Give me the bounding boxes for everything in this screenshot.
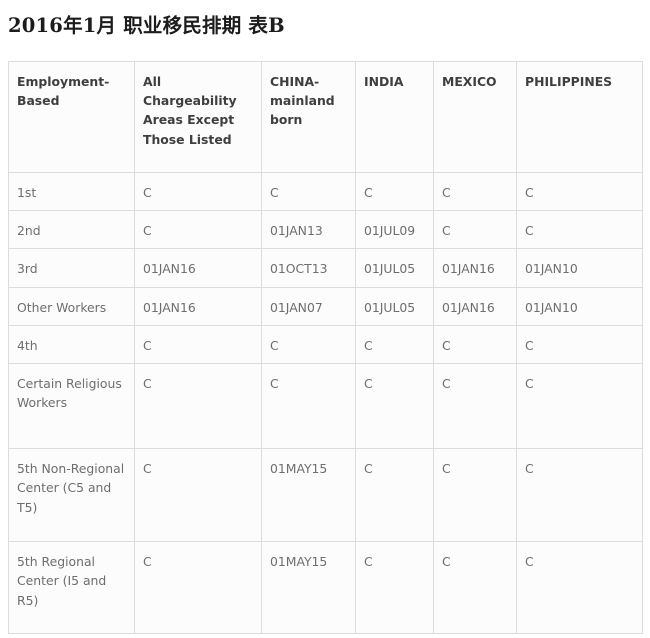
cell-philippines: 01JAN10 bbox=[516, 248, 643, 288]
column-header-philippines: PHILIPPINES bbox=[516, 61, 643, 173]
table-row: 5th Regional Center (I5 and R5) C 01MAY1… bbox=[8, 541, 643, 635]
cell-philippines: C bbox=[516, 210, 643, 250]
table-row: 4th C C C C C bbox=[8, 324, 643, 365]
cell-philippines: C bbox=[516, 363, 643, 450]
cell-philippines: 01JAN10 bbox=[516, 286, 643, 326]
cell-china: C bbox=[261, 324, 356, 365]
cell-all-areas: C bbox=[134, 363, 262, 450]
cell-india: 01JUL05 bbox=[355, 248, 434, 288]
column-header-india: INDIA bbox=[355, 61, 434, 173]
cell-india: C bbox=[355, 448, 434, 543]
cell-mexico: 01JAN16 bbox=[433, 248, 517, 288]
table-header-row: Employment-Based All Chargeability Areas… bbox=[8, 61, 643, 173]
table-row: 1st C C C C C bbox=[8, 171, 643, 212]
row-category: 3rd bbox=[8, 248, 135, 288]
column-header-all-chargeability-areas: All Chargeability Areas Except Those Lis… bbox=[134, 61, 262, 173]
table-row: 5th Non-Regional Center (C5 and T5) C 01… bbox=[8, 448, 643, 543]
column-header-china-mainland-born: CHINA-mainland born bbox=[261, 61, 356, 173]
table-row: Other Workers 01JAN16 01JAN07 01JUL05 01… bbox=[8, 286, 643, 326]
cell-mexico: C bbox=[433, 210, 517, 250]
table-row: 3rd 01JAN16 01OCT13 01JUL05 01JAN16 01JA… bbox=[8, 248, 643, 288]
cell-philippines: C bbox=[516, 541, 643, 635]
page-title: 2016年1月 职业移民排期 表B bbox=[8, 14, 285, 37]
row-category: Other Workers bbox=[8, 286, 135, 326]
cell-china: 01MAY15 bbox=[261, 541, 356, 635]
cell-china: 01JAN07 bbox=[261, 286, 356, 326]
cell-china: 01OCT13 bbox=[261, 248, 356, 288]
row-category: 4th bbox=[8, 324, 135, 365]
row-category: 5th Regional Center (I5 and R5) bbox=[8, 541, 135, 635]
row-category: 2nd bbox=[8, 210, 135, 250]
cell-mexico: C bbox=[433, 171, 517, 212]
cell-india: C bbox=[355, 541, 434, 635]
row-category: Certain Religious Workers bbox=[8, 363, 135, 450]
column-header-employment-based: Employment-Based bbox=[8, 61, 135, 173]
cell-all-areas: 01JAN16 bbox=[134, 248, 262, 288]
cell-all-areas: C bbox=[134, 324, 262, 365]
cell-china: C bbox=[261, 171, 356, 212]
cell-china: 01JAN13 bbox=[261, 210, 356, 250]
cell-mexico: C bbox=[433, 541, 517, 635]
cell-all-areas: C bbox=[134, 171, 262, 212]
table-row: 2nd C 01JAN13 01JUL09 C C bbox=[8, 210, 643, 250]
cell-mexico: 01JAN16 bbox=[433, 286, 517, 326]
cell-all-areas: C bbox=[134, 541, 262, 635]
cell-india: 01JUL09 bbox=[355, 210, 434, 250]
cell-india: C bbox=[355, 324, 434, 365]
cell-all-areas: C bbox=[134, 448, 262, 543]
cell-all-areas: C bbox=[134, 210, 262, 250]
cell-mexico: C bbox=[433, 448, 517, 543]
visa-bulletin-table: Employment-Based All Chargeability Areas… bbox=[8, 61, 643, 635]
visa-bulletin-table-container: Employment-Based All Chargeability Areas… bbox=[8, 61, 643, 635]
row-category: 5th Non-Regional Center (C5 and T5) bbox=[8, 448, 135, 543]
cell-india: 01JUL05 bbox=[355, 286, 434, 326]
cell-philippines: C bbox=[516, 171, 643, 212]
cell-mexico: C bbox=[433, 363, 517, 450]
cell-china: C bbox=[261, 363, 356, 450]
cell-mexico: C bbox=[433, 324, 517, 365]
cell-philippines: C bbox=[516, 448, 643, 543]
column-header-mexico: MEXICO bbox=[433, 61, 517, 173]
cell-all-areas: 01JAN16 bbox=[134, 286, 262, 326]
cell-philippines: C bbox=[516, 324, 643, 365]
cell-india: C bbox=[355, 363, 434, 450]
cell-china: 01MAY15 bbox=[261, 448, 356, 543]
table-row: Certain Religious Workers C C C C C bbox=[8, 363, 643, 450]
cell-india: C bbox=[355, 171, 434, 212]
row-category: 1st bbox=[8, 171, 135, 212]
